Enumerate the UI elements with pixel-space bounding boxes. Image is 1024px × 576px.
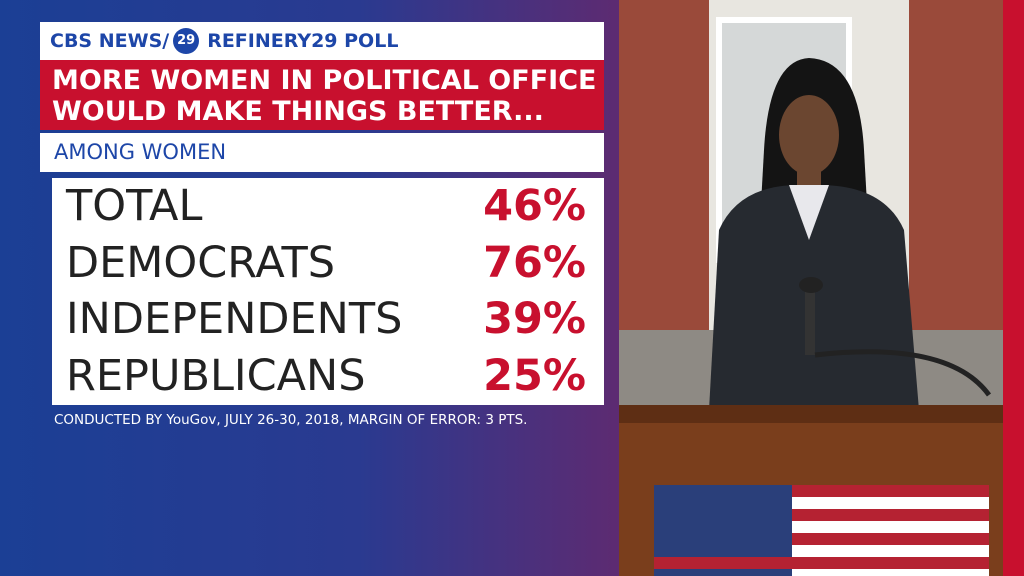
row-value: 46% bbox=[483, 181, 586, 232]
table-row: DEMOCRATS 76% bbox=[52, 235, 604, 292]
row-label: TOTAL bbox=[66, 181, 203, 232]
subhead: AMONG WOMEN bbox=[40, 133, 604, 172]
headline-line: WOULD MAKE THINGS BETTER... bbox=[52, 96, 544, 127]
accent-bar bbox=[1003, 0, 1024, 576]
photo bbox=[619, 0, 1003, 576]
brand: CBS NEWS/ bbox=[50, 30, 170, 52]
header: CBS NEWS/ 29 REFINERY29 POLL bbox=[40, 22, 604, 60]
row-value: 76% bbox=[483, 237, 586, 288]
row-value: 25% bbox=[483, 350, 586, 401]
row-label: REPUBLICANS bbox=[66, 350, 366, 401]
table-row: TOTAL 46% bbox=[52, 178, 604, 235]
row-value: 39% bbox=[483, 294, 586, 345]
footnote: CONDUCTED BY YouGov, JULY 26-30, 2018, M… bbox=[54, 412, 528, 428]
table-row: INDEPENDENTS 39% bbox=[52, 291, 604, 348]
results-table: TOTAL 46% DEMOCRATS 76% INDEPENDENTS 39% REPUB… bbox=[52, 178, 604, 405]
table-row: REPUBLICANS 25% bbox=[52, 348, 604, 405]
headline: MORE WOMEN IN POLITICAL OFFICE WOULD MAK… bbox=[40, 60, 604, 130]
poll-name: REFINERY29 POLL bbox=[207, 30, 399, 52]
row-label: DEMOCRATS bbox=[66, 237, 336, 288]
headline-line: MORE WOMEN IN POLITICAL OFFICE bbox=[52, 65, 597, 96]
row-label: INDEPENDENTS bbox=[66, 294, 403, 345]
logo: 29 bbox=[173, 28, 200, 54]
